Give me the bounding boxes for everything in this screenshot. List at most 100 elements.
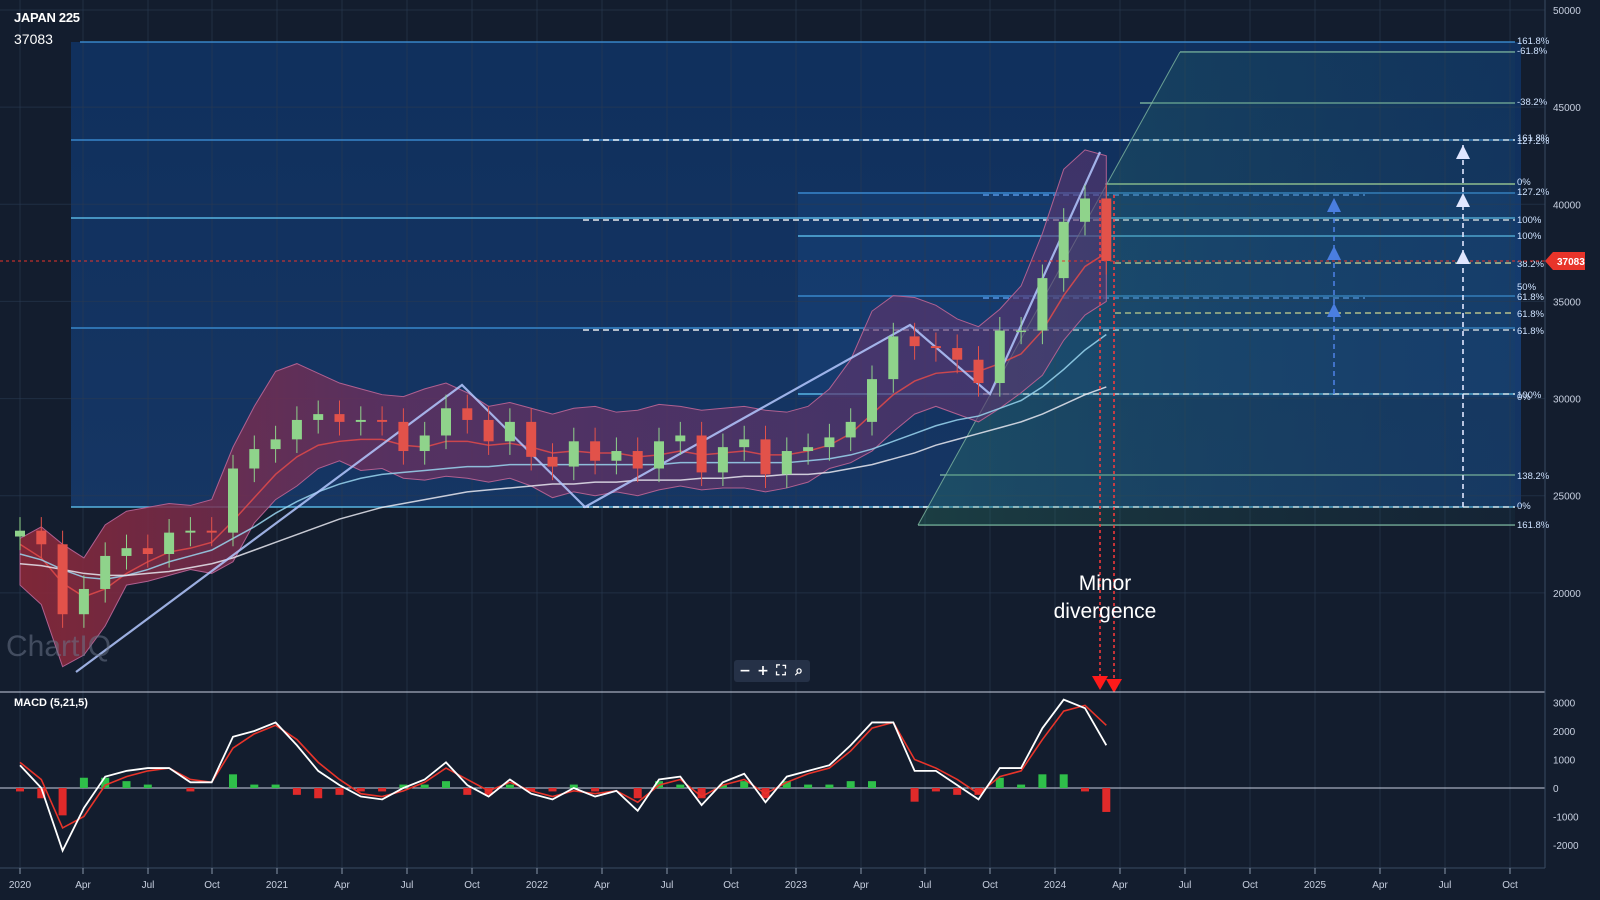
zoom-controls: − + ⛶ ⌕ (734, 660, 810, 682)
candle-body-8 (185, 530, 196, 533)
fib-label-5: 0% (1517, 177, 1531, 188)
fib-label-9: 38.2% (1517, 259, 1544, 270)
divergence-annotation: Minor divergence (1030, 570, 1180, 626)
candle-body-19 (419, 435, 430, 452)
price-axis-label-2: 30000 (1553, 395, 1581, 406)
current-price: 37083 (14, 31, 53, 47)
last-price-tag (1545, 251, 1585, 270)
candle-body-22 (483, 419, 494, 442)
ticker-symbol: JAPAN 225 (14, 10, 80, 25)
fib-label-8: 100% (1517, 231, 1542, 242)
candle-body-7 (164, 532, 175, 554)
macd-histogram-bar-12 (271, 784, 280, 788)
candle-body-18 (398, 421, 409, 452)
macd-histogram-bar-1 (37, 788, 46, 799)
projection-arrowhead-1-2 (1456, 250, 1470, 264)
candle-body-30 (654, 441, 664, 469)
macd-histogram-bar-32 (697, 788, 706, 799)
x-axis-label-22: Jul (1439, 880, 1452, 891)
candle-body-34 (739, 439, 750, 448)
candle-body-40 (867, 379, 877, 422)
price-axis-label-3: 35000 (1553, 297, 1581, 308)
candle-body-49 (1058, 221, 1069, 279)
x-axis-label-8: 2022 (526, 880, 549, 891)
macd-histogram-bar-14 (314, 788, 323, 799)
macd-axis-label-0: 3000 (1553, 699, 1576, 710)
divergence-arrowhead-2 (1106, 679, 1122, 693)
x-axis-label-2: Jul (142, 880, 155, 891)
candle-body-5 (121, 548, 132, 556)
macd-histogram-bar-18 (399, 784, 408, 788)
annotation-line-1: Minor (1078, 572, 1132, 595)
last-price-tag-text: 37083 (1557, 257, 1585, 268)
macd-histogram-bar-8 (186, 788, 195, 792)
macd-histogram-bar-40 (868, 781, 876, 788)
candle-body-51 (1101, 198, 1112, 261)
x-axis-label-20: 2025 (1304, 880, 1327, 891)
macd-histogram-bar-36 (782, 781, 791, 788)
candle-body-32 (696, 435, 707, 473)
macd-histogram-bar-44 (953, 788, 962, 795)
candle-body-50 (1080, 198, 1090, 222)
candle-body-9 (206, 530, 217, 533)
fib-label-13: 61.8% (1517, 326, 1544, 337)
x-axis-label-6: Jul (401, 880, 414, 891)
x-axis-label-4: 2021 (266, 880, 289, 891)
candle-body-1 (36, 530, 47, 545)
candle-body-2 (57, 544, 68, 615)
x-axis-label-11: Oct (723, 880, 739, 891)
candle-body-11 (249, 449, 260, 469)
macd-histogram-bar-5 (122, 781, 131, 788)
macd-label: MACD (5,21,5) (14, 697, 88, 709)
fib-label-15: 0% (1517, 392, 1531, 403)
fib-label-17: 0% (1517, 501, 1531, 512)
fib-label-18: 161.8% (1517, 520, 1550, 531)
macd-histogram-bar-48 (1038, 774, 1047, 788)
candle-body-27 (590, 441, 601, 461)
x-axis-label-10: Jul (661, 880, 674, 891)
candle-body-45 (973, 359, 984, 384)
x-axis-label-19: Oct (1242, 880, 1258, 891)
zoom-out-button[interactable]: − (739, 663, 751, 679)
macd-histogram-bar-38 (825, 784, 834, 788)
x-axis-label-13: Apr (853, 880, 869, 891)
candle-body-23 (504, 421, 515, 442)
fib-label-6: 127.2% (1517, 187, 1550, 198)
macd-histogram-bar-0 (16, 788, 24, 792)
macd-histogram-bar-51 (1102, 788, 1111, 812)
candle-body-16 (355, 419, 366, 422)
macd-histogram-bar-27 (591, 788, 600, 792)
fit-screen-button[interactable]: ⛶ (776, 663, 786, 679)
macd-axis-label-1: 2000 (1553, 727, 1576, 738)
zigzag-pattern (75, 151, 1102, 673)
macd-histogram-bar-47 (1017, 784, 1026, 788)
candle-body-29 (632, 451, 643, 469)
macd-histogram-bar-31 (676, 784, 685, 788)
macd-histogram-bar-11 (250, 784, 259, 788)
macd-histogram-bar-39 (846, 781, 855, 788)
macd-histogram-bar-34 (740, 781, 749, 788)
macd-histogram-bar-24 (527, 788, 536, 792)
x-axis-label-17: Apr (1112, 880, 1128, 891)
candle-body-44 (952, 348, 963, 360)
candle-body-6 (142, 548, 153, 554)
candle-body-20 (441, 408, 451, 436)
candle-body-26 (568, 441, 579, 467)
macd-histogram-bar-42 (910, 788, 919, 802)
candle-body-3 (78, 588, 89, 615)
candle-body-15 (334, 414, 345, 422)
candle-body-17 (377, 419, 388, 422)
macd-histogram-bar-25 (548, 788, 557, 792)
zoom-in-button[interactable]: + (757, 663, 769, 679)
bollinger-band (19, 149, 1107, 668)
x-axis-label-15: Oct (982, 880, 998, 891)
macd-histogram-bar-49 (1059, 774, 1068, 788)
candle-body-25 (547, 456, 558, 467)
macd-histogram-bar-19 (420, 784, 429, 788)
magnifier-icon[interactable]: ⌕ (795, 663, 803, 679)
fib-label-2: -38.2% (1517, 97, 1548, 108)
x-axis-label-14: Jul (919, 880, 932, 891)
fib-label-10: 50% (1517, 282, 1537, 293)
candle-body-13 (291, 419, 302, 440)
